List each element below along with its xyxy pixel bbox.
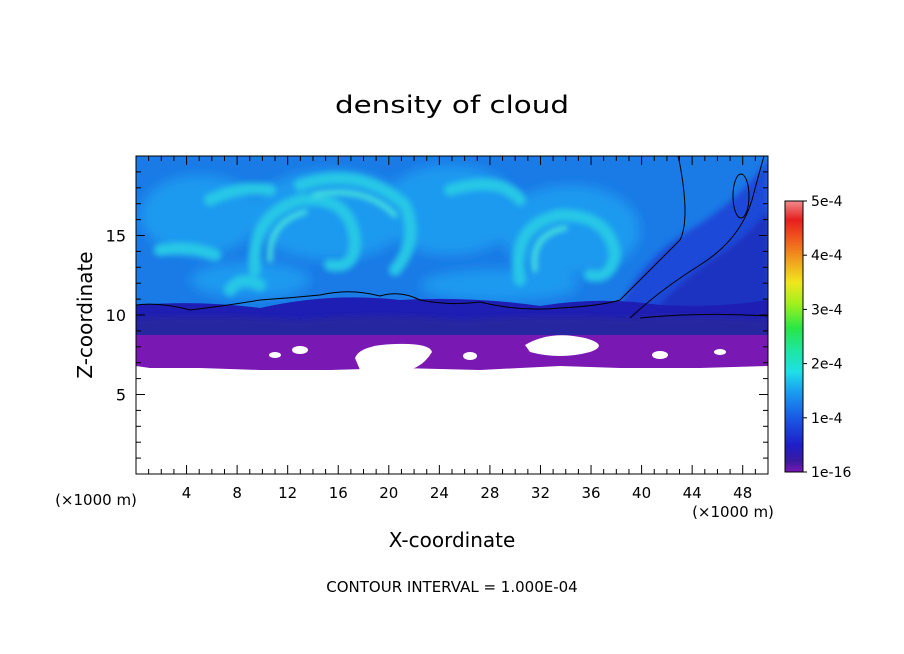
colorbar-tick-label: 2e-4 xyxy=(811,357,843,373)
x-tick-label: 4 xyxy=(182,484,192,502)
x-tick-label: 8 xyxy=(232,484,242,502)
x-tick-label: 32 xyxy=(531,484,550,502)
colorbar-tick-label: 1e-4 xyxy=(811,411,843,427)
x-axis-unit-left: (×1000 m) xyxy=(55,491,137,509)
colorbar-tick-label: 1e-16 xyxy=(811,465,851,481)
x-tick-label: 36 xyxy=(581,484,600,502)
y-tick-label: 5 xyxy=(116,386,126,405)
cloud-swirl-highlights xyxy=(267,190,568,273)
cloud-holes xyxy=(269,335,726,372)
cloud-layer-mid xyxy=(136,316,768,340)
colorbar-labels: 1e-16 1e-4 2e-4 3e-4 4e-4 5e-4 xyxy=(803,194,851,481)
x-tick-label: 28 xyxy=(480,484,499,502)
x-tick-label: 24 xyxy=(430,484,449,502)
x-tick-label: 44 xyxy=(683,484,702,502)
x-tick-label: 48 xyxy=(733,484,752,502)
y-axis-ticks: 5 10 15 xyxy=(106,171,768,459)
x-tick-label: 16 xyxy=(329,484,348,502)
cloud-base-layer xyxy=(136,335,768,370)
cloud-swirls xyxy=(154,172,622,296)
colorbar-tick-label: 5e-4 xyxy=(811,194,843,210)
y-tick-label: 15 xyxy=(106,227,126,246)
x-tick-label: 12 xyxy=(278,484,297,502)
contour-lines xyxy=(136,156,768,319)
x-axis-label: X-coordinate xyxy=(389,528,516,552)
y-tick-label: 10 xyxy=(106,306,126,325)
chart-title: density of cloud xyxy=(335,91,569,119)
x-axis-unit-right: (×1000 m) xyxy=(692,503,774,521)
colorbar-tick-label: 4e-4 xyxy=(811,248,843,264)
contour-interval-note: CONTOUR INTERVAL = 1.000E-04 xyxy=(326,578,577,596)
x-axis-ticks: 4 8 12 16 20 24 28 32 36 40 44 48 xyxy=(148,156,756,502)
x-tick-label: 40 xyxy=(632,484,651,502)
x-tick-label: 20 xyxy=(379,484,398,502)
y-axis-label: Z-coordinate xyxy=(73,251,97,378)
colorbar xyxy=(784,200,804,473)
plot-area xyxy=(136,156,768,474)
colorbar-tick-label: 3e-4 xyxy=(811,302,843,318)
dense-region-right-core xyxy=(650,210,768,316)
